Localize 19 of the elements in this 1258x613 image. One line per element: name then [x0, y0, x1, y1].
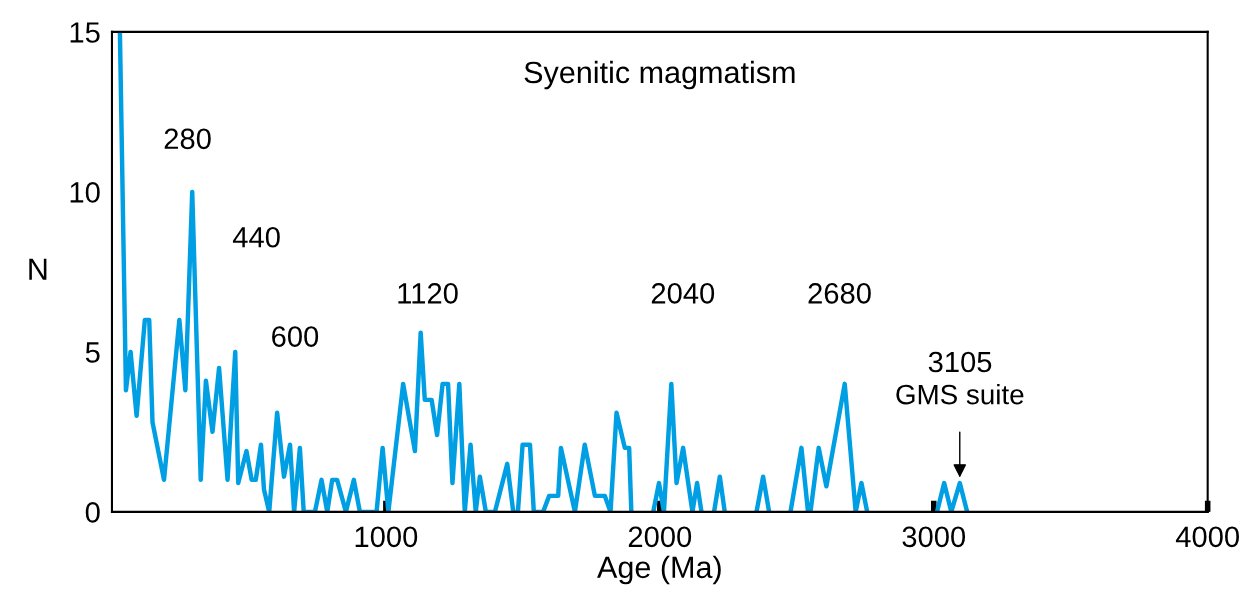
y-axis-title: N — [29, 258, 47, 280]
annotation: 1120 — [398, 283, 458, 304]
x-axis-title: Age (Ma) — [597, 555, 721, 585]
annotation: 600 — [272, 326, 319, 347]
y-tick-label: 10 — [70, 182, 100, 203]
annotation: 3105 — [928, 351, 992, 373]
x-tick-label: 4000 — [1175, 526, 1239, 548]
y-tick-label: 0 — [85, 502, 100, 523]
x-tick-label: 3000 — [902, 526, 966, 548]
annotation: 2680 — [808, 283, 871, 304]
x-tick-label: 1000 — [355, 526, 418, 548]
y-tick-label: 15 — [70, 22, 100, 43]
x-tick-label: 2000 — [628, 526, 692, 548]
annotation: GMS suite — [896, 384, 1024, 405]
y-tick-label: 5 — [85, 342, 100, 363]
annotation: 2040 — [651, 283, 715, 304]
text: Syenitic magmatism — [524, 60, 795, 90]
annotation: 280 — [164, 128, 211, 150]
annotation: 440 — [232, 226, 280, 248]
